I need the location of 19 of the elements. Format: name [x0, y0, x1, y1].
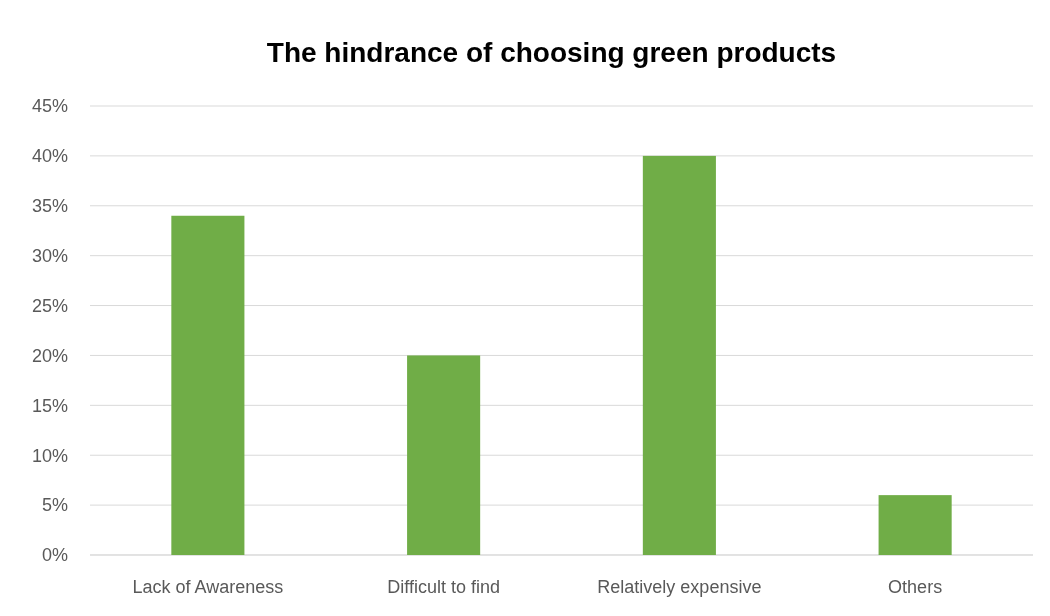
y-tick-label: 20%: [31, 345, 68, 366]
y-tick-label: 10%: [31, 445, 68, 466]
bar: [878, 495, 952, 555]
x-tick-label: Difficult to find: [387, 577, 500, 597]
y-tick-label: 25%: [31, 295, 68, 316]
x-tick-label: Lack of Awareness: [132, 577, 284, 597]
bar: [407, 355, 481, 555]
y-tick-label: 5%: [41, 495, 68, 516]
y-tick-label: 40%: [31, 146, 68, 167]
bar: [171, 215, 245, 555]
bar: [642, 155, 716, 555]
y-tick-label: 35%: [31, 196, 68, 217]
x-tick-label: Others: [888, 577, 943, 597]
x-tick-label: Relatively expensive: [597, 577, 762, 597]
y-tick-label: 30%: [31, 245, 68, 266]
chart-title: The hindrance of choosing green products: [266, 37, 837, 68]
y-tick-label: 0%: [41, 545, 68, 566]
y-tick-label: 15%: [31, 395, 68, 416]
y-tick-label: 45%: [31, 96, 68, 117]
